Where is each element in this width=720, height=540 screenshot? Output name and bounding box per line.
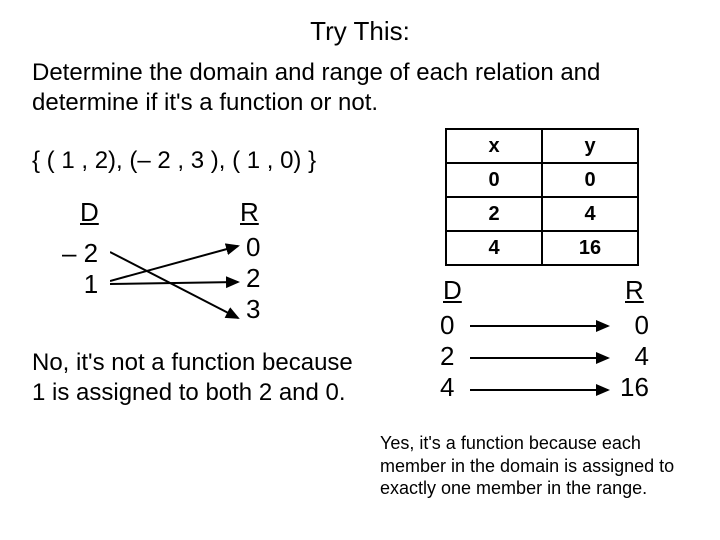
left-domain-values: – 2 1 [62,238,98,300]
right-conclusion-text: Yes, it's a function because each member… [380,432,710,500]
table-cell: 4 [542,197,638,231]
page-title: Try This: [0,16,720,47]
right-domain-item: 4 [440,372,454,403]
right-range-values: 0 4 16 [620,310,649,404]
table-row: 2 4 [446,197,638,231]
right-domain-item: 2 [440,341,454,372]
right-range-item: 4 [620,341,649,372]
left-mapping-diagram [110,228,240,333]
left-domain-heading: D [80,197,99,228]
xy-table: x y 0 0 2 4 4 16 [445,128,639,266]
right-mapping-diagram [470,308,610,413]
right-range-item: 0 [620,310,649,341]
table-cell: 2 [446,197,542,231]
left-domain-item: – 2 [62,238,98,269]
left-range-item: 0 [246,232,260,263]
set-notation-text: { ( 1 , 2), (– 2 , 3 ), ( 1 , 0) } [32,147,316,175]
table-cell: 16 [542,231,638,265]
left-conclusion-text: No, it's not a function because 1 is ass… [32,348,362,408]
right-range-heading: R [625,275,644,306]
table-cell: 4 [446,231,542,265]
right-domain-values: 0 2 4 [440,310,454,404]
right-range-item: 16 [620,372,649,403]
left-range-heading: R [240,197,259,228]
table-row: 0 0 [446,163,638,197]
right-domain-item: 0 [440,310,454,341]
table-header-x: x [446,129,542,163]
table-cell: 0 [446,163,542,197]
table-header-y: y [542,129,638,163]
left-domain-item: 1 [62,269,98,300]
instructions-text: Determine the domain and range of each r… [32,58,688,118]
left-range-item: 3 [246,294,260,325]
table-row: 4 16 [446,231,638,265]
right-domain-heading: D [443,275,462,306]
left-range-item: 2 [246,263,260,294]
left-range-values: 0 2 3 [246,232,260,326]
table-cell: 0 [542,163,638,197]
table-row: x y [446,129,638,163]
